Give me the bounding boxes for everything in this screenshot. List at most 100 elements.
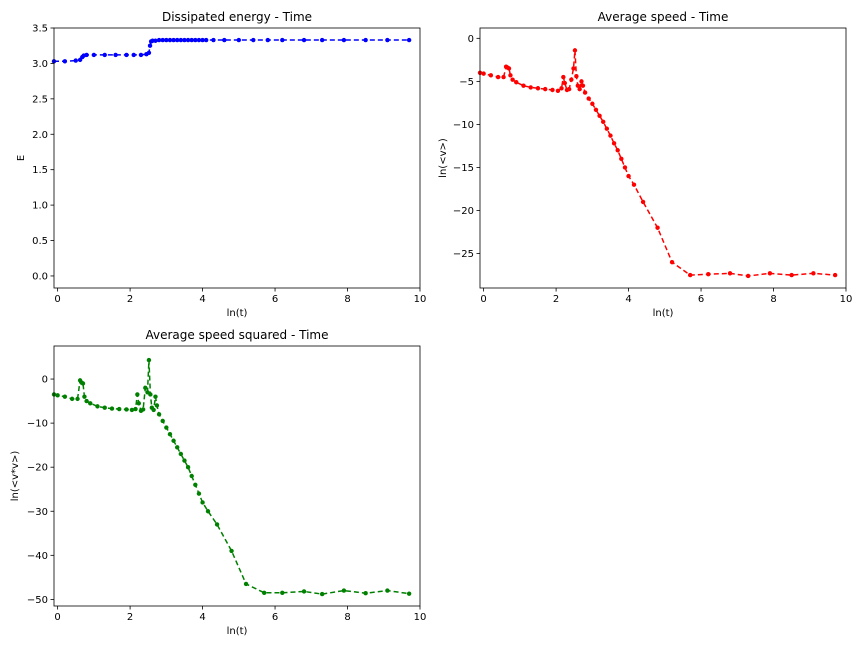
plot-frame bbox=[479, 27, 847, 289]
data-point bbox=[214, 522, 220, 527]
y-tick-label: 0.0 bbox=[32, 271, 48, 282]
x-axis-label: ln(t) bbox=[227, 308, 248, 319]
data-point bbox=[109, 406, 115, 411]
y-tick-label: 1.5 bbox=[32, 165, 48, 176]
y-tick-label: −10 bbox=[27, 419, 48, 430]
data-point bbox=[95, 404, 100, 409]
data-point bbox=[561, 74, 566, 80]
data-point bbox=[601, 119, 606, 125]
data-point bbox=[265, 37, 270, 43]
data-point bbox=[488, 73, 494, 78]
y-tick-label: 3.5 bbox=[32, 24, 48, 35]
chart-energy: Dissipated energy - Time 0 2 4 6 8 10 0.0 0.5 1.0… bbox=[16, 10, 426, 319]
y-tick-label: −30 bbox=[27, 507, 48, 518]
x-tick-label: 0 bbox=[54, 612, 60, 623]
data-point bbox=[222, 37, 227, 43]
data-point bbox=[62, 394, 68, 399]
x-tick-label: 10 bbox=[414, 294, 427, 305]
data-point bbox=[84, 52, 89, 58]
data-point bbox=[495, 74, 501, 80]
data-point bbox=[745, 273, 751, 279]
data-point bbox=[406, 591, 412, 596]
series-line bbox=[54, 39, 410, 63]
data-point bbox=[146, 50, 152, 55]
data-point bbox=[153, 394, 158, 399]
data-point bbox=[211, 37, 216, 43]
data-point bbox=[789, 272, 794, 278]
data-point bbox=[574, 74, 579, 79]
data-point bbox=[385, 37, 390, 43]
data-point bbox=[631, 182, 637, 187]
y-tick-label: 0.5 bbox=[32, 236, 48, 247]
data-point bbox=[341, 37, 347, 43]
data-point bbox=[501, 74, 506, 80]
data-point bbox=[528, 85, 533, 90]
data-point bbox=[341, 588, 347, 593]
data-point bbox=[280, 590, 285, 595]
data-point bbox=[597, 113, 602, 119]
data-point bbox=[508, 73, 513, 78]
chart-average-speed-squared: Average speed squared - Time 0 2 4 6 8 10 0 −10 −… bbox=[10, 328, 426, 637]
data-point bbox=[193, 482, 198, 488]
data-point bbox=[55, 393, 60, 398]
data-point bbox=[84, 398, 89, 404]
x-tick-label: 2 bbox=[127, 612, 133, 623]
data-point bbox=[571, 66, 576, 71]
data-point bbox=[193, 37, 198, 43]
data-point bbox=[579, 79, 584, 84]
data-point bbox=[586, 96, 591, 101]
data-point bbox=[135, 392, 140, 397]
data-point bbox=[832, 272, 838, 278]
data-point bbox=[363, 37, 368, 43]
data-point bbox=[615, 148, 620, 153]
data-point bbox=[102, 405, 107, 410]
data-point bbox=[521, 83, 526, 88]
data-point bbox=[91, 52, 97, 58]
data-point bbox=[575, 83, 581, 88]
y-tick-label: −50 bbox=[27, 595, 48, 606]
data-point bbox=[261, 590, 267, 595]
data-point bbox=[562, 80, 567, 86]
data-point bbox=[535, 86, 541, 91]
y-tick-label: 0 bbox=[42, 375, 48, 386]
data-point bbox=[543, 86, 548, 92]
data-point bbox=[160, 37, 165, 43]
data-point bbox=[117, 406, 122, 412]
data-point bbox=[102, 52, 107, 58]
data-point bbox=[622, 165, 628, 170]
series-line bbox=[479, 50, 836, 277]
data-point bbox=[301, 37, 307, 43]
data-point bbox=[619, 156, 624, 162]
data-point bbox=[196, 491, 202, 496]
chart-title: Average speed - Time bbox=[598, 10, 729, 24]
data-point bbox=[178, 37, 184, 43]
data-point bbox=[131, 52, 136, 58]
y-tick-label: 1.0 bbox=[32, 201, 48, 212]
chart-title: Dissipated energy - Time bbox=[162, 10, 312, 24]
data-point bbox=[75, 396, 80, 402]
y-tick-label: −20 bbox=[453, 206, 474, 217]
data-point bbox=[62, 59, 68, 64]
data-point bbox=[550, 87, 555, 93]
x-tick-label: 8 bbox=[344, 612, 350, 623]
data-point bbox=[143, 385, 148, 391]
data-point bbox=[189, 37, 194, 43]
x-tick-label: 0 bbox=[54, 294, 60, 305]
data-point bbox=[577, 86, 582, 92]
chart-title: Average speed squared - Time bbox=[146, 328, 329, 342]
data-point bbox=[88, 401, 93, 406]
plot-frame bbox=[53, 345, 421, 607]
x-axis-label: ln(t) bbox=[653, 308, 674, 319]
data-point bbox=[153, 38, 158, 43]
data-point bbox=[406, 37, 412, 43]
y-axis-label: E bbox=[16, 155, 27, 161]
series-line bbox=[53, 360, 410, 595]
y-tick-label: 2.0 bbox=[32, 130, 48, 141]
data-point bbox=[178, 451, 184, 457]
data-point bbox=[185, 37, 191, 43]
data-point bbox=[611, 141, 617, 146]
y-tick-label: −5 bbox=[459, 77, 474, 88]
data-point bbox=[151, 407, 156, 413]
data-point bbox=[243, 581, 249, 587]
data-point bbox=[236, 37, 242, 43]
